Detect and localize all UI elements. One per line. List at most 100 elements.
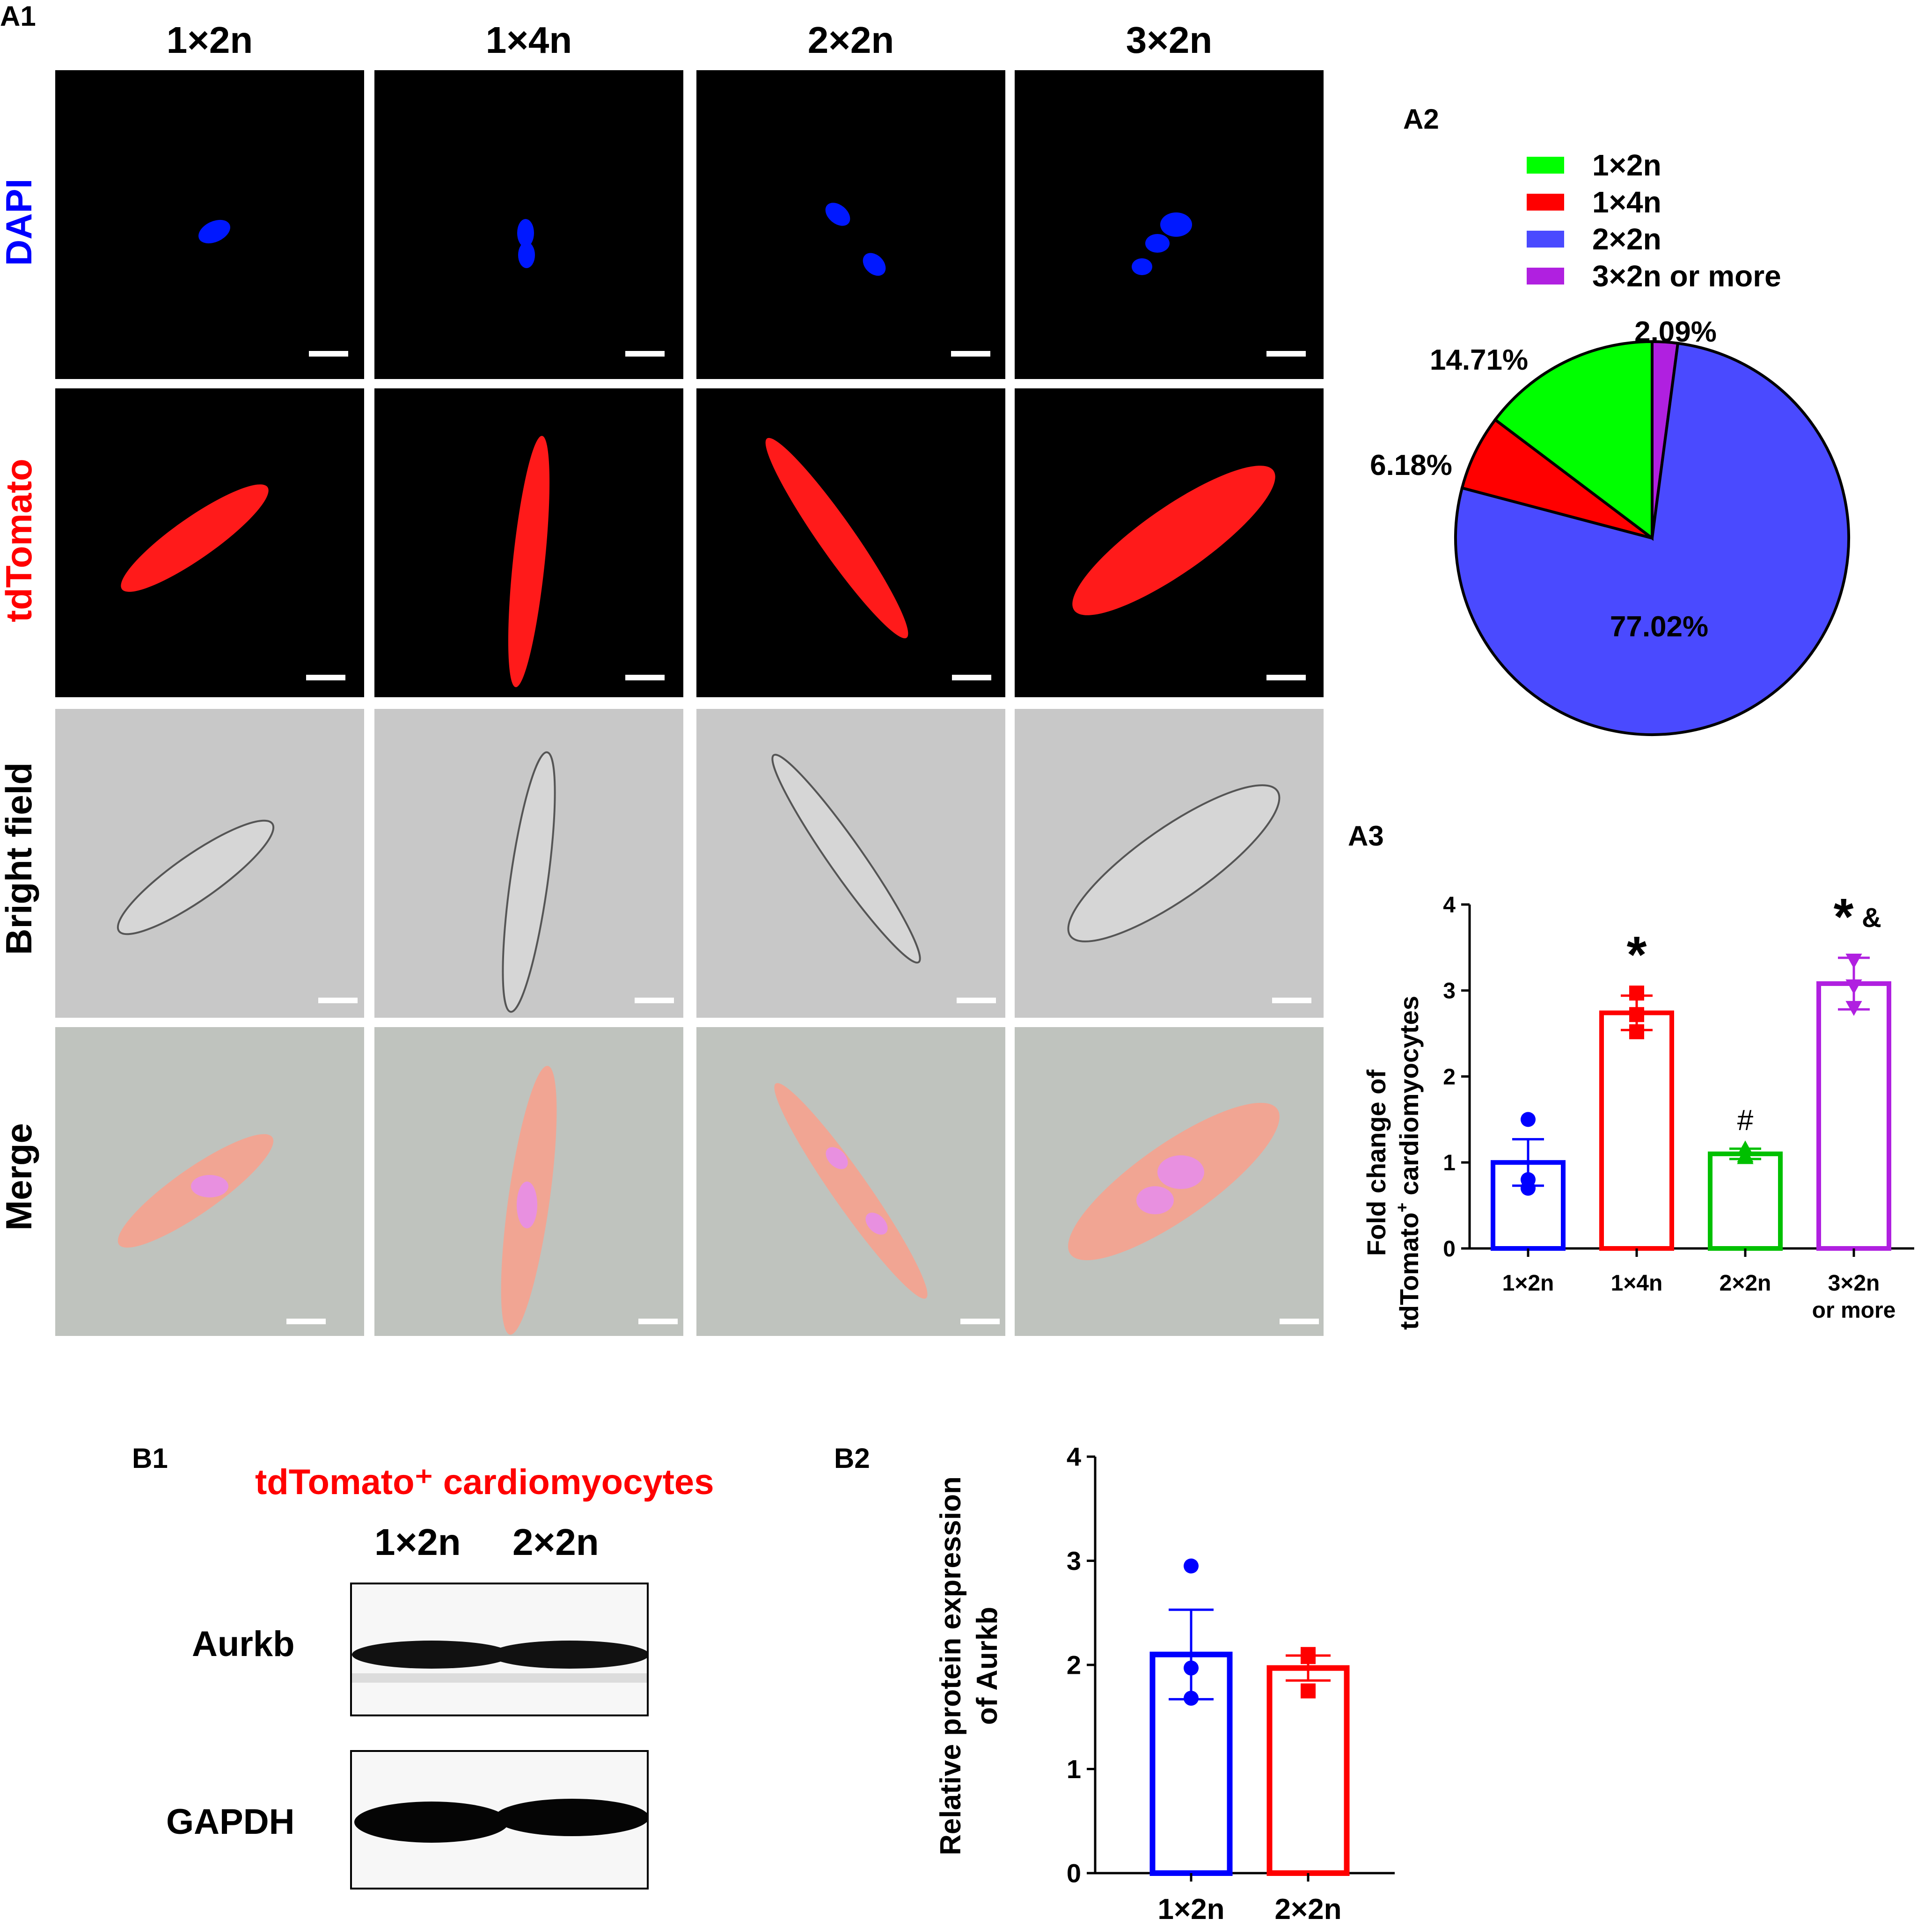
legend-swatch-red bbox=[1527, 194, 1564, 211]
y-tick-label: 2 bbox=[1067, 1650, 1081, 1680]
data-point bbox=[1521, 1112, 1536, 1127]
scale-bar bbox=[286, 1319, 326, 1324]
y-tick-label: 0 bbox=[1067, 1859, 1081, 1888]
panel-label-a3: A3 bbox=[1348, 820, 1384, 852]
image-tdtomato-3x2n bbox=[1015, 388, 1324, 697]
bar bbox=[1708, 1151, 1783, 1251]
data-point bbox=[1301, 1649, 1316, 1664]
data-point bbox=[1629, 1024, 1644, 1039]
y-tick-label: 3 bbox=[1067, 1546, 1081, 1576]
row-label-merge: Merge bbox=[0, 1123, 39, 1231]
image-merge-2x2n bbox=[696, 1027, 1005, 1336]
pie-label-77.02: 77.02% bbox=[1610, 611, 1708, 643]
legend-label: 1×2n bbox=[1592, 148, 1661, 182]
pie-slice-1-2n bbox=[1493, 340, 1654, 541]
bar-chart-b2: 0 1 2 3 4 1×2n 2×2n Relative protein expressio… bbox=[935, 1442, 1395, 1923]
scale-bar bbox=[625, 675, 665, 680]
blot-column-1x2n: 1×2n bbox=[374, 1521, 461, 1563]
blot-title: tdTomato⁺ cardiomyocytes bbox=[255, 1462, 714, 1502]
scale-bar bbox=[951, 351, 990, 357]
legend-item-2x2n: 2×2n bbox=[1527, 222, 1661, 256]
pie-chart: 14.71% 6.18% 77.02% 2.09% bbox=[1370, 318, 1850, 736]
panel-label-b1: B1 bbox=[132, 1443, 168, 1474]
x-category-label: 1×2n bbox=[1502, 1271, 1554, 1296]
row-label-dapi: DAPI bbox=[0, 178, 39, 266]
pie-slice-1-4n bbox=[1460, 417, 1653, 540]
scale-bar bbox=[625, 351, 665, 357]
significance-star: * bbox=[1834, 888, 1854, 946]
legend-swatch-purple bbox=[1527, 268, 1564, 285]
y-tick-label: 1 bbox=[1067, 1754, 1081, 1784]
image-dapi-3x2n bbox=[1015, 70, 1324, 379]
data-point bbox=[1629, 985, 1644, 1001]
blot-aurkb bbox=[350, 1583, 649, 1716]
legend-label: 1×4n bbox=[1592, 185, 1661, 219]
image-brightfield-1x2n bbox=[55, 709, 364, 1018]
significance-star: * bbox=[1627, 926, 1647, 984]
blot-gapdh bbox=[350, 1750, 649, 1890]
scale-bar bbox=[635, 998, 674, 1003]
b2-ylabel-line1: Relative protein expression bbox=[935, 1476, 967, 1855]
panel-label-a1: A1 bbox=[0, 0, 36, 32]
image-merge-3x2n bbox=[1015, 1027, 1324, 1336]
pie-label-14.71: 14.71% bbox=[1430, 344, 1528, 376]
image-merge-1x4n bbox=[374, 1027, 683, 1336]
legend-label: 3×2n or more bbox=[1592, 259, 1781, 293]
image-brightfield-1x4n bbox=[374, 709, 683, 1018]
bar bbox=[1599, 1010, 1674, 1251]
image-tdtomato-2x2n bbox=[696, 388, 1005, 697]
scale-bar bbox=[1280, 1319, 1319, 1324]
a3-ylabel-line2: tdTomato+ cardiomyocytes bbox=[1392, 996, 1424, 1330]
column-header-3x2n: 3×2n bbox=[1126, 19, 1213, 61]
y-tick-label: 3 bbox=[1443, 979, 1456, 1004]
y-tick-label: 1 bbox=[1443, 1151, 1456, 1175]
x-category-label: 1×2n bbox=[1157, 1893, 1224, 1923]
legend-swatch-green bbox=[1527, 157, 1564, 174]
a3-ylabel-rest: cardiomyocytes bbox=[1394, 996, 1424, 1203]
column-header-1x2n: 1×2n bbox=[166, 19, 253, 61]
image-tdtomato-1x4n bbox=[374, 388, 683, 697]
bar bbox=[1816, 981, 1891, 1251]
scale-bar bbox=[1266, 351, 1306, 357]
significance-ampersand: & bbox=[1862, 903, 1881, 933]
x-category-label: 1×4n bbox=[1611, 1271, 1663, 1296]
x-category-label: 2×2n bbox=[1274, 1893, 1341, 1923]
data-point bbox=[1301, 1683, 1316, 1699]
legend-item-1x2n: 1×2n bbox=[1527, 148, 1661, 182]
scale-bar bbox=[960, 1319, 1000, 1324]
pie-label-6.18: 6.18% bbox=[1370, 449, 1452, 481]
y-tick-label: 4 bbox=[1067, 1442, 1081, 1472]
blot-label-gapdh: GAPDH bbox=[166, 1802, 295, 1842]
blot-column-2x2n: 2×2n bbox=[512, 1521, 599, 1563]
a3-ylabel-line1: Fold change of bbox=[1361, 1070, 1391, 1256]
image-merge-1x2n bbox=[55, 1027, 364, 1336]
legend-item-1x4n: 1×4n bbox=[1527, 185, 1661, 219]
data-point bbox=[1629, 1007, 1644, 1022]
data-point bbox=[1845, 1001, 1862, 1016]
blot-label-aurkb: Aurkb bbox=[192, 1624, 295, 1664]
x-category-label: 3×2n bbox=[1828, 1271, 1880, 1296]
y-tick-label: 4 bbox=[1443, 893, 1456, 918]
image-tdtomato-1x2n bbox=[55, 388, 364, 697]
scale-bar bbox=[1266, 675, 1306, 680]
legend-swatch-blue bbox=[1527, 231, 1564, 248]
data-point bbox=[1184, 1691, 1199, 1706]
data-point bbox=[1184, 1558, 1199, 1574]
data-point bbox=[1521, 1181, 1536, 1196]
image-dapi-2x2n bbox=[696, 70, 1005, 379]
image-brightfield-2x2n bbox=[696, 709, 1005, 1018]
scale-bar bbox=[306, 675, 345, 680]
image-dapi-1x2n bbox=[55, 70, 364, 379]
a3-ylabel-sup: + bbox=[1392, 1203, 1412, 1212]
panel-label-b2: B2 bbox=[834, 1443, 870, 1474]
column-header-2x2n: 2×2n bbox=[807, 19, 894, 61]
data-point bbox=[1737, 1149, 1754, 1164]
column-header-1x4n: 1×4n bbox=[485, 19, 572, 61]
scale-bar bbox=[1272, 998, 1311, 1003]
bar bbox=[1266, 1665, 1350, 1876]
x-category-label: 2×2n bbox=[1720, 1271, 1771, 1296]
row-label-tdtomato: tdTomato bbox=[0, 459, 39, 622]
image-brightfield-3x2n bbox=[1015, 709, 1324, 1018]
y-tick-label: 2 bbox=[1443, 1065, 1456, 1089]
